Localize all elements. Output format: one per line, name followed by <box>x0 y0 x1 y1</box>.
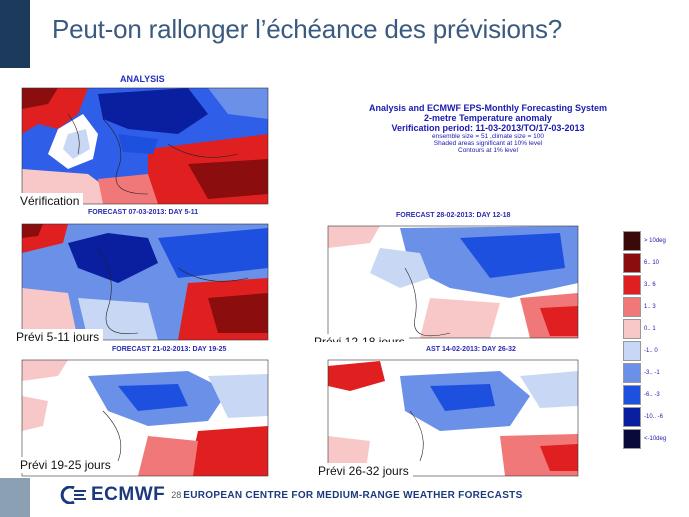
accent-bar-bottom <box>0 478 30 517</box>
logo-text: ECMWF <box>91 484 166 505</box>
legend-item: > 10deg <box>623 230 666 252</box>
org-name: EUROPEAN CENTRE FOR MEDIUM-RANGE WEATHER… <box>183 489 523 501</box>
info-line-4: ensemble size = 51 ,climate size = 100 <box>431 133 544 140</box>
info-block: Analysis and ECMWF EPS-Monthly Forecasti… <box>338 103 638 154</box>
legend-swatch <box>623 319 641 339</box>
legend-item: -6.. -3 <box>623 384 666 406</box>
day5-11-map <box>21 223 269 341</box>
caption-day5-11: Prévi 5-11 jours <box>12 329 104 342</box>
footer: ECMWF 28 EUROPEAN CENTRE FOR MEDIUM-RANG… <box>60 484 523 506</box>
day12-18-map <box>327 225 579 339</box>
legend-item: -3.. -1 <box>623 362 666 384</box>
panel-title-day26-32: AST 14-02-2013: DAY 26-32 <box>426 346 516 353</box>
panel-title-day19-25: FORECAST 21-02-2013: DAY 19-25 <box>112 346 227 353</box>
legend-item: <-10deg <box>623 428 666 450</box>
map-panel-day26-32: AST 14-02-2013: DAY 26-32 Prévi 26-32 jo… <box>310 346 586 478</box>
map-panel-day12-18: FORECAST 28-02-2013: DAY 12-18 Prévi 12-… <box>310 208 586 342</box>
legend-item: 1.. 3 <box>623 296 666 318</box>
analysis-map <box>21 87 269 205</box>
map-panel-day19-25: FORECAST 21-02-2013: DAY 19-25 Prévi 19-… <box>8 346 274 478</box>
legend-label: > 10deg <box>644 238 666 244</box>
legend-item: 6.. 10 <box>623 252 666 274</box>
info-line-5: Shaded areas significant at 10% level <box>433 140 543 147</box>
legend-label: 6.. 10 <box>644 260 660 266</box>
info-line-3: Verification period: 11-03-2013/TO/17-03… <box>391 123 585 133</box>
legend-item: -1.. 0 <box>623 340 666 362</box>
caption-day19-25: Prévi 19-25 jours <box>16 457 115 473</box>
legend-swatch <box>623 231 641 251</box>
legend-swatch <box>623 253 641 273</box>
legend-label: 0.. 1 <box>644 326 656 332</box>
legend-label: -1.. 0 <box>644 348 658 354</box>
color-legend: > 10deg 6.. 10 3.. 6 1.. 3 0.. 1 -1.. 0 -3.. -… <box>623 230 666 450</box>
slide-title: Peut-on rallonger l’échéance des prévisi… <box>52 14 563 44</box>
legend-item: 0.. 1 <box>623 318 666 340</box>
accent-bar <box>0 0 30 68</box>
legend-swatch <box>623 429 641 449</box>
legend-label: -10.. -6 <box>644 414 664 420</box>
panel-title-analysis: ANALYSIS <box>120 74 165 84</box>
caption-day12-18: Prévi 12-18 jours <box>310 334 409 342</box>
legend-item: 3.. 6 <box>623 274 666 296</box>
legend-label: 3.. 6 <box>644 282 656 288</box>
day19-25-map <box>21 359 269 477</box>
info-line-1: Analysis and ECMWF EPS-Monthly Forecasti… <box>368 103 608 113</box>
info-line-2: 2-metre Temperature anomaly <box>424 113 552 123</box>
caption-analysis: Vérification <box>16 193 84 208</box>
legend-label: -3.. -1 <box>644 370 660 376</box>
day26-32-map <box>327 359 579 477</box>
legend-label: -6.. -3 <box>644 392 660 398</box>
legend-swatch <box>623 407 641 427</box>
legend-swatch <box>623 363 641 383</box>
legend-swatch <box>623 385 641 405</box>
legend-swatch <box>623 275 641 295</box>
caption-day26-32: Prévi 26-32 jours <box>314 463 413 478</box>
ecmwf-logo-icon <box>60 486 86 504</box>
info-line-6: Contours at 1% level <box>458 147 518 154</box>
legend-label: 1.. 3 <box>644 304 656 310</box>
map-panel-analysis: ANALYSIS Vérification <box>8 74 274 208</box>
panel-title-day5-11: FORECAST 07-03-2013: DAY 5-11 <box>88 209 199 216</box>
legend-swatch <box>623 341 641 361</box>
panel-title-day12-18: FORECAST 28-02-2013: DAY 12-18 <box>396 212 511 219</box>
legend-item: -10.. -6 <box>623 406 666 428</box>
legend-label: <-10deg <box>644 436 667 442</box>
map-panel-day5-11: FORECAST 07-03-2013: DAY 5-11 Prévi 5-11… <box>8 208 274 342</box>
page-number: 28 <box>171 490 182 500</box>
legend-swatch <box>623 297 641 317</box>
